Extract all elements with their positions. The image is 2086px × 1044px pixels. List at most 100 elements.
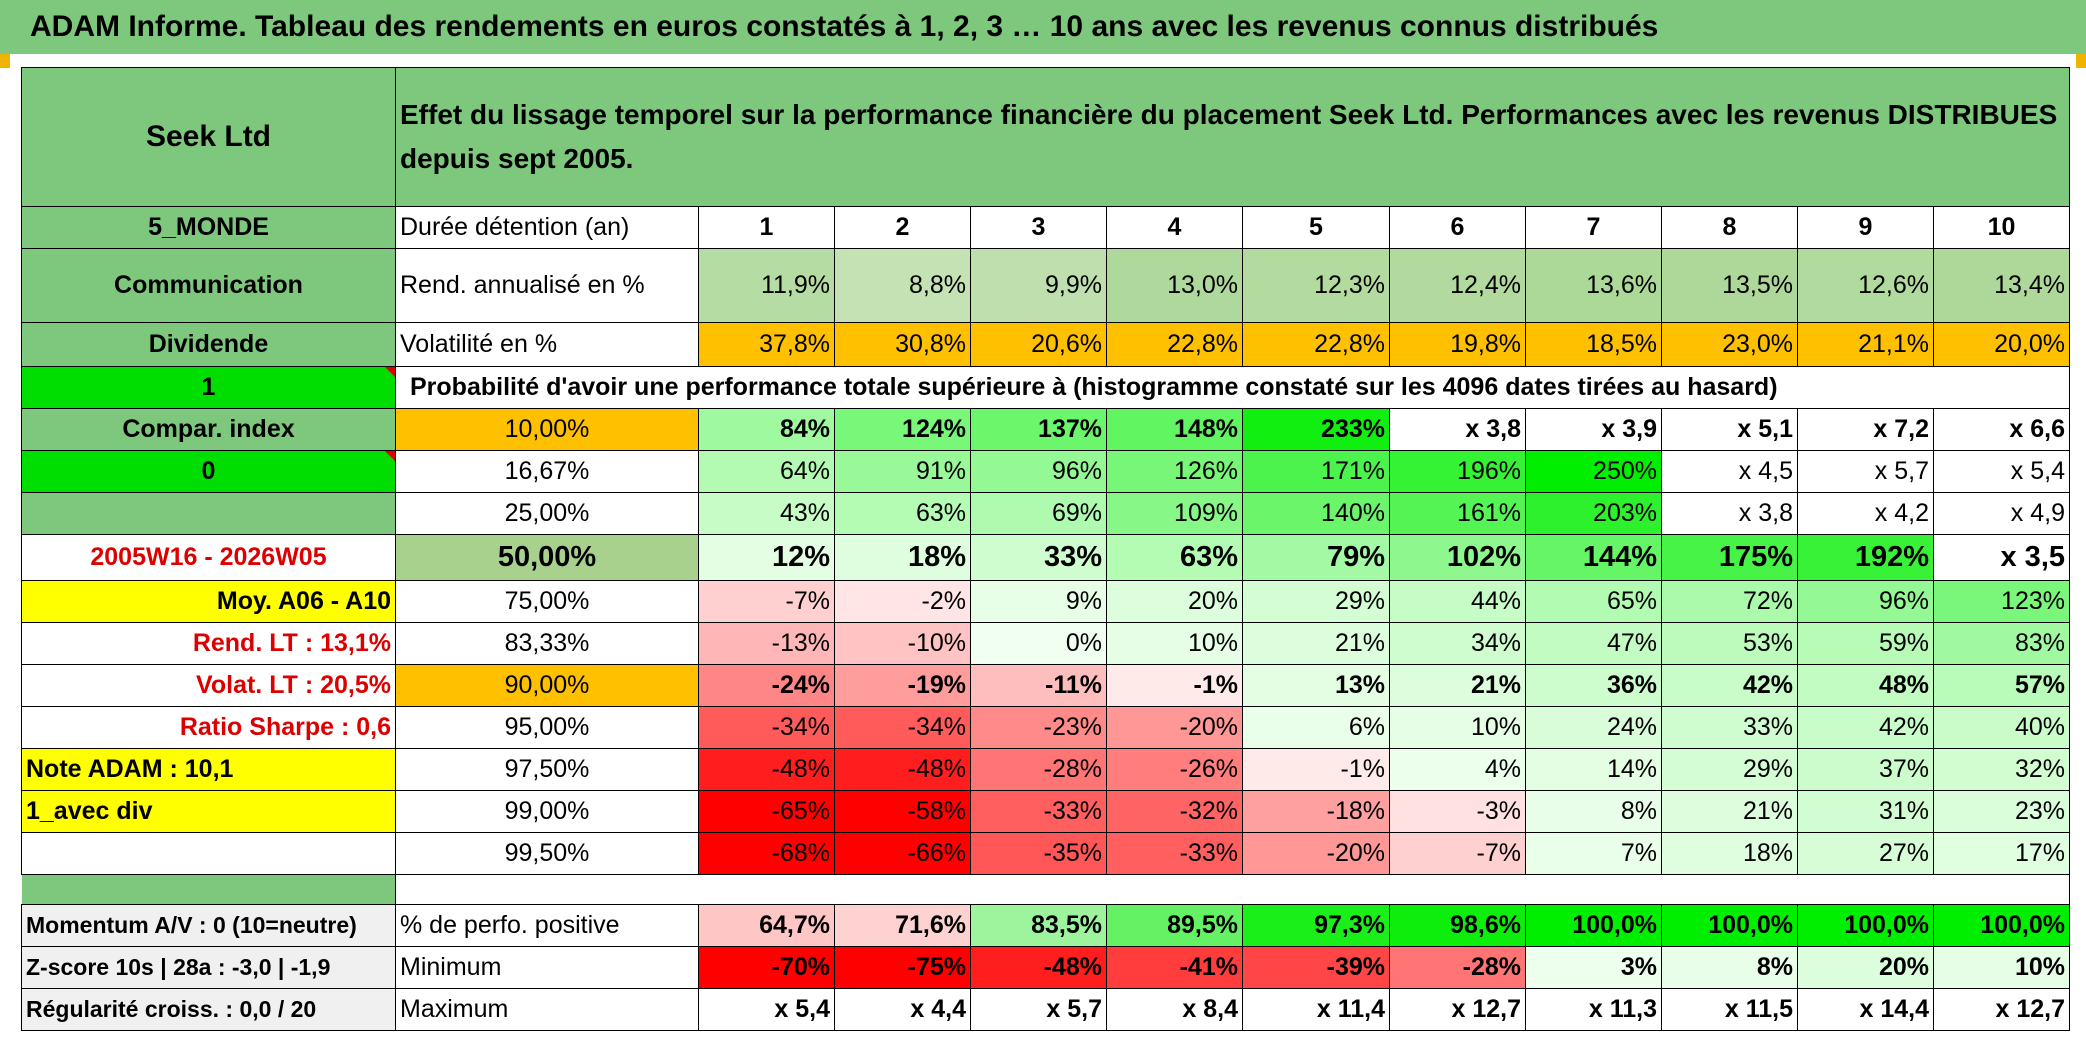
minimum-label: Minimum	[395, 946, 699, 989]
percentile-value: 63%	[834, 492, 971, 535]
year-header: 1	[698, 206, 835, 249]
percentile-value: 21%	[1661, 790, 1798, 833]
year-header: 10	[1933, 206, 2070, 249]
percentile-label: 99,50%	[395, 832, 699, 875]
selector-one[interactable]: 1	[21, 366, 396, 409]
percentile-value: 79%	[1242, 534, 1390, 581]
percentile-value: 6%	[1242, 706, 1390, 749]
percentile-value: x 3,8	[1389, 408, 1526, 451]
volat-cell: 21,1%	[1797, 322, 1934, 367]
minimum-cell: 8%	[1661, 946, 1798, 989]
percentile-value: 171%	[1242, 450, 1390, 493]
positive-cell: 64,7%	[698, 904, 835, 947]
year-header: 7	[1525, 206, 1662, 249]
percentile-value: 96%	[970, 450, 1107, 493]
maximum-cell: x 5,4	[698, 988, 835, 1031]
percentile-value: 37%	[1797, 748, 1934, 791]
percentile-value: -19%	[834, 664, 971, 707]
percentile-value: -11%	[970, 664, 1107, 707]
percentile-value: -26%	[1106, 748, 1243, 791]
rend-cell: 8,8%	[834, 248, 971, 323]
percentile-value: x 7,2	[1797, 408, 1934, 451]
empty-cell	[1797, 366, 1934, 409]
positive-cell: 97,3%	[1242, 904, 1390, 947]
percentile-row: 1_avec div 99,00% -65% -58% -33% -32% -18% -3% 8…	[21, 790, 2070, 833]
rend-cell: 13,5%	[1661, 248, 1798, 323]
minimum-cell: -75%	[834, 946, 971, 989]
empty-label	[21, 492, 396, 535]
minimum-cell: 10%	[1933, 946, 2070, 989]
percentile-value: 196%	[1389, 450, 1526, 493]
percentile-value: 21%	[1242, 622, 1390, 665]
percentile-value: 48%	[1797, 664, 1934, 707]
minimum-cell: -70%	[698, 946, 835, 989]
table-description: Effet du lissage temporel sur la perform…	[395, 67, 2070, 207]
percentile-value: -10%	[834, 622, 971, 665]
maximum-cell: x 12,7	[1933, 988, 2070, 1031]
percentile-value: -23%	[970, 706, 1107, 749]
percentile-value: -1%	[1106, 664, 1243, 707]
percentile-label: 10,00%	[395, 408, 699, 451]
zscore-label: Z-score 10s | 28a : -3,0 | -1,9	[21, 946, 396, 989]
zone-label: 5_MONDE	[21, 206, 396, 249]
empty-cell	[1933, 366, 2070, 409]
percentile-value: -68%	[698, 832, 835, 875]
percentile-value: 72%	[1661, 580, 1798, 623]
positive-label: % de perfo. positive	[395, 904, 699, 947]
percentile-value: 4%	[1389, 748, 1526, 791]
year-header: 4	[1106, 206, 1243, 249]
rend-cell: 13,4%	[1933, 248, 2070, 323]
percentile-value: 65%	[1525, 580, 1662, 623]
percentile-row: Compar. index 10,00% 84% 124% 137% 148% 233% x …	[21, 408, 2070, 451]
percentile-label: 90,00%	[395, 664, 699, 707]
empty-label	[21, 832, 396, 875]
percentile-value: 102%	[1389, 534, 1526, 581]
rend-cell: 12,6%	[1797, 248, 1934, 323]
percentile-value: -66%	[834, 832, 971, 875]
minimum-cell: -28%	[1389, 946, 1526, 989]
percentile-value: x 5,7	[1797, 450, 1934, 493]
percentile-value: -65%	[698, 790, 835, 833]
percentile-value: 34%	[1389, 622, 1526, 665]
percentile-value: -33%	[970, 790, 1107, 833]
volat-lt-label: Volat. LT : 20,5%	[21, 664, 396, 707]
percentile-value: x 4,2	[1797, 492, 1934, 535]
percentile-value: 27%	[1797, 832, 1934, 875]
percentile-value: -28%	[970, 748, 1107, 791]
percentile-value: 96%	[1797, 580, 1934, 623]
percentile-value: -35%	[970, 832, 1107, 875]
percentile-value: 144%	[1525, 534, 1662, 581]
percentile-value: -48%	[698, 748, 835, 791]
percentile-label: 95,00%	[395, 706, 699, 749]
percentile-value: 12%	[698, 534, 835, 581]
rend-lt-label: Rend. LT : 13,1%	[21, 622, 396, 665]
regularite-label: Régularité croiss. : 0,0 / 20	[21, 988, 396, 1031]
percentile-value: -32%	[1106, 790, 1243, 833]
positive-cell: 89,5%	[1106, 904, 1243, 947]
positive-cell: 83,5%	[970, 904, 1107, 947]
percentile-value: x 3,9	[1525, 408, 1662, 451]
percentile-value: 124%	[834, 408, 971, 451]
percentile-value: 123%	[1933, 580, 2070, 623]
percentile-value: x 4,9	[1933, 492, 2070, 535]
volat-cell: 22,8%	[1242, 322, 1390, 367]
percentile-value: 69%	[970, 492, 1107, 535]
volat-label: Volatilité en %	[395, 322, 699, 367]
minimum-cell: -48%	[970, 946, 1107, 989]
year-header: 3	[970, 206, 1107, 249]
percentile-value: x 5,1	[1661, 408, 1798, 451]
percentile-value: 10%	[1389, 706, 1526, 749]
percentile-row: 0 16,67% 64% 91% 96% 126% 171% 196% 250% x 4,5 x 5…	[21, 450, 2070, 493]
percentile-value: 140%	[1242, 492, 1390, 535]
percentile-value: 161%	[1389, 492, 1526, 535]
percentile-value: -34%	[698, 706, 835, 749]
volat-cell: 19,8%	[1389, 322, 1526, 367]
note-adam-label: Note ADAM : 10,1	[21, 748, 396, 791]
positive-cell: 100,0%	[1525, 904, 1662, 947]
percentile-value: -1%	[1242, 748, 1390, 791]
selector-zero[interactable]: 0	[21, 450, 396, 493]
percentile-value: 59%	[1797, 622, 1934, 665]
volat-cell: 23,0%	[1661, 322, 1798, 367]
rend-cell: 13,0%	[1106, 248, 1243, 323]
percentile-row: Rend. LT : 13,1% 83,33% -13% -10% 0% 10% 21% 34…	[21, 622, 2070, 665]
